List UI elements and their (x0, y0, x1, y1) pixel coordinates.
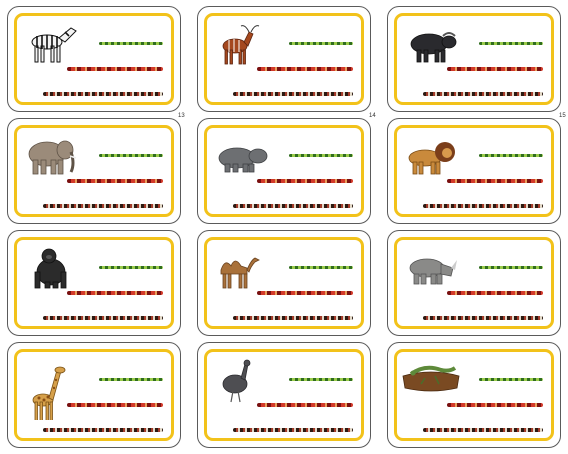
card-frame (14, 349, 174, 441)
snake-dark (423, 316, 543, 320)
camel-icon (220, 257, 260, 289)
card-frame (394, 13, 554, 105)
zebra-icon (31, 27, 77, 63)
snake-dark (423, 428, 543, 432)
snake-green (99, 266, 163, 269)
snake-red (447, 67, 543, 71)
snake-green (289, 42, 353, 45)
snake-red (447, 179, 543, 183)
snake-green (99, 42, 163, 45)
card-gorilla (7, 230, 181, 336)
card-frame (14, 237, 174, 329)
snake-dark (233, 204, 353, 208)
bongo-antelope-icon (222, 25, 260, 65)
card-elephant (7, 118, 181, 224)
hippo-icon (218, 147, 268, 173)
page-number: 13 (178, 113, 185, 119)
snake-dark (233, 316, 353, 320)
rhino-icon (409, 258, 457, 285)
card-frame (394, 125, 554, 217)
snake-red (67, 291, 163, 295)
snake-dark (423, 204, 543, 208)
card-lion (387, 118, 561, 224)
snake-red (257, 179, 353, 183)
card-camel (197, 230, 371, 336)
giraffe-icon (32, 366, 66, 420)
snake-red (257, 291, 353, 295)
snake-green (99, 154, 163, 157)
card-frame (394, 349, 554, 441)
snake-green (289, 378, 353, 381)
card-frame (204, 125, 364, 217)
card-frame (14, 125, 174, 217)
snake-dark (43, 92, 163, 96)
snake-dark (43, 428, 163, 432)
snake-dark (43, 316, 163, 320)
snake-red (447, 403, 543, 407)
snake-red (67, 403, 163, 407)
card-zebra (7, 6, 181, 112)
snake-red (447, 291, 543, 295)
card-frame (14, 13, 174, 105)
card-giraffe (7, 342, 181, 448)
card-lizard (387, 342, 561, 448)
snake-green (479, 154, 543, 157)
lion-icon (408, 142, 455, 175)
page-number: 14 (369, 113, 376, 119)
card-frame (204, 349, 364, 441)
snake-green (289, 154, 353, 157)
snake-red (257, 67, 353, 71)
snake-red (67, 67, 163, 71)
snake-green (479, 42, 543, 45)
snake-green (479, 266, 543, 269)
snake-green (479, 378, 543, 381)
card-buffalo (387, 6, 561, 112)
snake-green (99, 378, 163, 381)
card-frame (394, 237, 554, 329)
buffalo-icon (410, 32, 457, 63)
lizard-on-log-icon (402, 365, 460, 392)
snake-dark (233, 92, 353, 96)
card-hippo (197, 118, 371, 224)
snake-dark (43, 204, 163, 208)
snake-red (257, 403, 353, 407)
card-frame (204, 237, 364, 329)
page-number: 15 (559, 113, 566, 119)
elephant-icon (28, 140, 77, 175)
emu-icon (222, 359, 251, 403)
gorilla-icon (34, 248, 67, 289)
snake-dark (233, 428, 353, 432)
card-frame (204, 13, 364, 105)
card-rhino (387, 230, 561, 336)
snake-dark (423, 92, 543, 96)
card-emu (197, 342, 371, 448)
snake-green (289, 266, 353, 269)
snake-red (67, 179, 163, 183)
card-bongo (197, 6, 371, 112)
